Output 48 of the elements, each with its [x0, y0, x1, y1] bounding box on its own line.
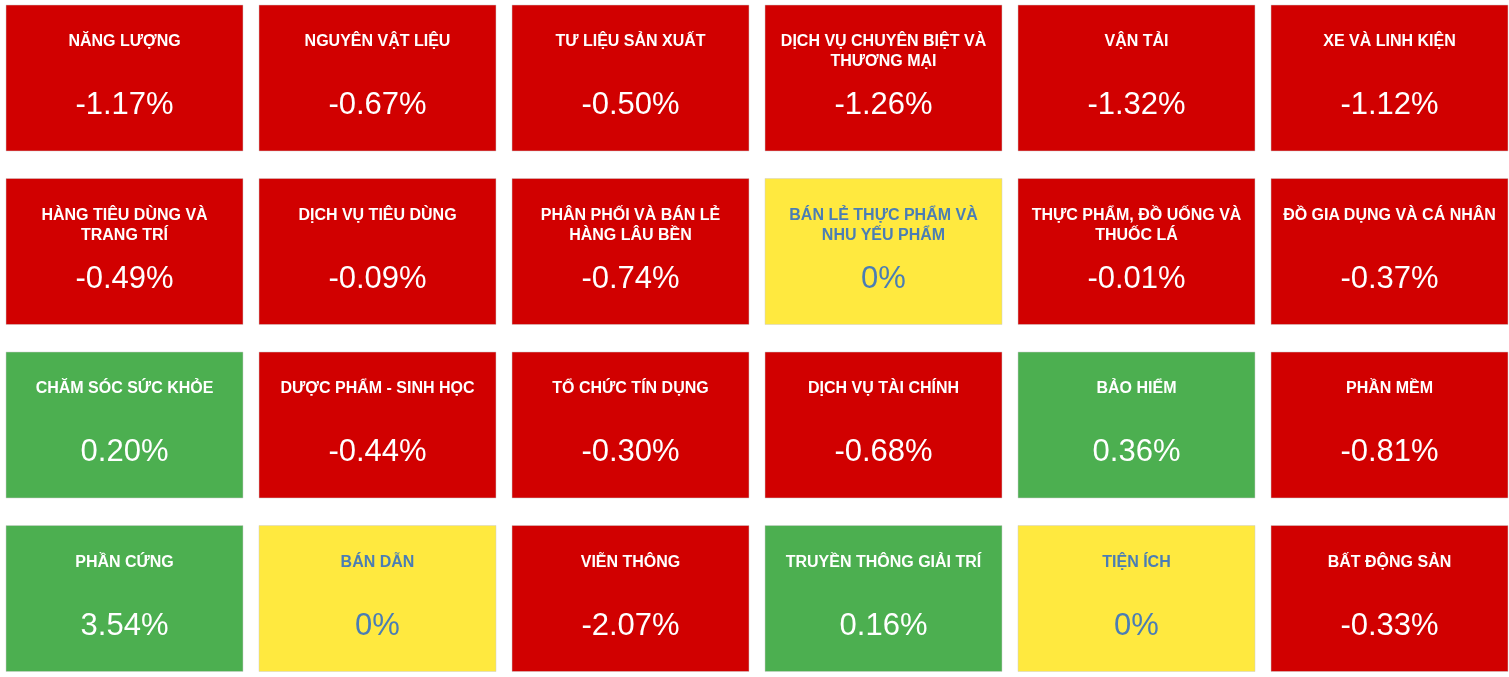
data-label: -0.37%	[1340, 259, 1439, 295]
data-label: -1.26%	[834, 86, 933, 121]
data-label: -0.49%	[75, 259, 174, 295]
data-label: 0.20%	[80, 433, 169, 468]
data-label: 0%	[355, 606, 400, 642]
category-label: BẢO HIỂM	[1096, 378, 1177, 396]
data-label: 0%	[861, 259, 906, 295]
category-label: DỊCH VỤ TÀI CHÍNH	[807, 378, 960, 396]
category-label: HÀNG TIÊU DÙNG VÀ TRANG TRÍ	[41, 204, 209, 243]
data-label: 0.16%	[839, 606, 928, 642]
data-label: -0.74%	[581, 259, 680, 295]
category-label: NĂNG LƯỢNG	[68, 31, 181, 49]
category-label: VẬN TẢI	[1104, 31, 1169, 49]
category-label: TRUYỀN THÔNG GIẢI TRÍ	[785, 551, 982, 570]
category-label: ĐỒ GIA DỤNG VÀ CÁ NHÂN	[1283, 204, 1496, 223]
category-label: PHẦN MỀM	[1345, 378, 1434, 396]
category-label: VIỄN THÔNG	[580, 551, 681, 570]
category-label: PHẦN CỨNG	[75, 551, 174, 570]
data-label: -0.68%	[834, 433, 933, 468]
category-label: TỔ CHỨC TÍN DỤNG	[552, 378, 709, 396]
category-label: PHÂN PHỐI VÀ BÁN LẺ HÀNG LÂU BỀN	[540, 203, 721, 243]
category-label: BÁN LẺ THỰC PHẨM VÀ NHU YẾU PHẨM	[789, 204, 979, 243]
category-label: NGUYÊN VẬT LIỆU	[304, 31, 451, 49]
data-label: -0.33%	[1340, 606, 1439, 642]
category-label: TƯ LIỆU SẢN XUẤT	[555, 31, 706, 49]
category-label: BẤT ĐỘNG SẢN	[1327, 551, 1452, 570]
data-label: -0.50%	[581, 86, 680, 121]
data-label: 0.36%	[1092, 433, 1181, 468]
data-label: -0.09%	[328, 259, 427, 295]
category-label: CHĂM SÓC SỨC KHỎE	[35, 378, 214, 396]
category-label: THỰC PHẨM, ĐỒ UỐNG VÀ THUỐC LÁ	[1031, 203, 1242, 243]
category-label: DỊCH VỤ TIÊU DÙNG	[298, 204, 457, 223]
data-label: -1.32%	[1087, 86, 1186, 121]
data-label: 0%	[1114, 606, 1159, 642]
data-label: -1.17%	[75, 86, 174, 121]
data-label: -2.07%	[581, 606, 680, 642]
data-label: -0.81%	[1340, 433, 1439, 468]
data-label: 3.54%	[80, 606, 169, 642]
data-label: -0.01%	[1087, 259, 1186, 295]
data-label: -1.12%	[1340, 86, 1439, 121]
data-label: -0.30%	[581, 433, 680, 468]
category-label: XE VÀ LINH KIỆN	[1323, 31, 1456, 49]
category-label: BÁN DẪN	[340, 551, 415, 570]
data-label: -0.67%	[328, 86, 427, 121]
category-label: TIỆN ÍCH	[1102, 551, 1171, 570]
data-label: -0.44%	[328, 433, 427, 468]
category-label: DƯỢC PHẨM - SINH HỌC	[280, 378, 475, 396]
category-label: DỊCH VỤ CHUYÊN BIỆT VÀ THƯƠNG MẠI	[780, 31, 987, 69]
